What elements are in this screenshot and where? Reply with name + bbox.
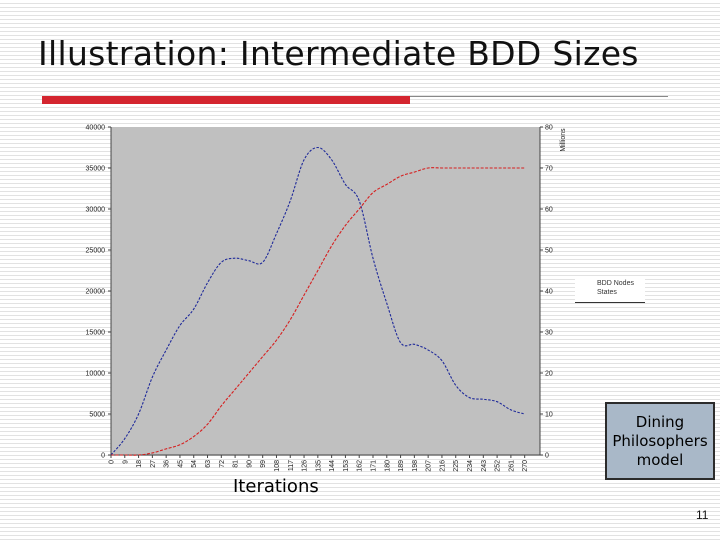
y2-tick-label: 50: [545, 248, 553, 255]
x-tick-label: 117: [288, 460, 295, 471]
x-tick-label: 261: [508, 460, 515, 472]
x-tick-label: 252: [495, 460, 502, 472]
y-tick-label: 20000: [86, 289, 106, 296]
x-tick-label: 216: [439, 460, 446, 472]
y2-axis-label: Millions: [560, 128, 567, 152]
title-underline: [42, 96, 668, 104]
y-tick-label: 15000: [86, 330, 106, 337]
y-tick-label: 5000: [89, 412, 105, 419]
x-tick-label: 162: [357, 460, 364, 472]
x-tick-label: 99: [260, 460, 267, 468]
y2-tick-label: 30: [545, 330, 553, 337]
y2-tick-label: 20: [545, 371, 553, 378]
x-axis-label: Iterations: [233, 476, 319, 497]
y-tick-label: 40000: [86, 125, 106, 132]
legend-entry-states: States: [597, 289, 617, 296]
plot-area: [111, 127, 540, 455]
x-tick-label: 54: [191, 460, 198, 468]
y2-tick-label: 0: [545, 453, 549, 460]
x-tick-label: 171: [370, 460, 377, 472]
x-tick-label: 63: [205, 460, 212, 468]
chart-series: [110, 146, 525, 456]
title-underline-rule: [410, 96, 668, 97]
y-tick-label: 0: [101, 453, 105, 460]
y2-tick-label: 60: [545, 207, 553, 214]
slide-title: Illustration: Intermediate BDD Sizes: [38, 34, 639, 73]
y2-tick-label: 40: [545, 289, 553, 296]
x-tick-label: 207: [426, 460, 433, 472]
model-callout-box: Dining Philosophers model: [605, 402, 715, 480]
legend-entry-bdd-nodes: BDD Nodes: [597, 280, 634, 287]
x-tick-label: 18: [136, 460, 143, 468]
x-tick-label: 126: [302, 460, 309, 472]
x-tick-label: 144: [329, 460, 336, 472]
x-tick-label: 198: [412, 460, 419, 472]
x-tick-label: 153: [343, 460, 350, 472]
series-line-bdd-nodes: [110, 146, 525, 456]
chart-legend: BDD Nodes States: [575, 279, 645, 303]
x-tick-label: 225: [453, 460, 460, 472]
x-tick-label: 45: [177, 460, 184, 468]
x-tick-label: 81: [233, 460, 240, 468]
callout-line-2: Philosophers: [612, 431, 708, 450]
callout-line-1: Dining: [635, 412, 685, 431]
y2-tick-label: 80: [545, 125, 553, 132]
chart-ticks: 0500010000150002000025000300003500040000…: [86, 125, 567, 472]
x-tick-label: 72: [219, 460, 226, 468]
y-tick-label: 30000: [86, 207, 106, 214]
y-tick-label: 10000: [86, 371, 106, 378]
x-tick-label: 36: [164, 460, 171, 468]
y2-tick-label: 10: [545, 412, 553, 419]
x-tick-label: 135: [315, 460, 322, 472]
page-number: 11: [696, 508, 709, 522]
y2-tick-label: 70: [545, 166, 553, 173]
title-underline-accent: [42, 96, 410, 104]
y-tick-label: 25000: [86, 248, 106, 255]
callout-line-3: model: [636, 450, 684, 469]
x-tick-label: 0: [109, 460, 116, 464]
x-tick-label: 90: [246, 460, 253, 468]
x-tick-label: 108: [274, 460, 281, 472]
series-line-states: [110, 167, 525, 456]
x-tick-label: 189: [398, 460, 405, 472]
x-tick-label: 243: [481, 460, 488, 472]
x-tick-label: 9: [122, 460, 129, 464]
x-tick-label: 234: [467, 460, 474, 472]
x-tick-label: 27: [150, 460, 157, 468]
x-tick-label: 180: [384, 460, 391, 472]
x-tick-label: 270: [522, 460, 529, 472]
y-tick-label: 35000: [86, 166, 106, 173]
